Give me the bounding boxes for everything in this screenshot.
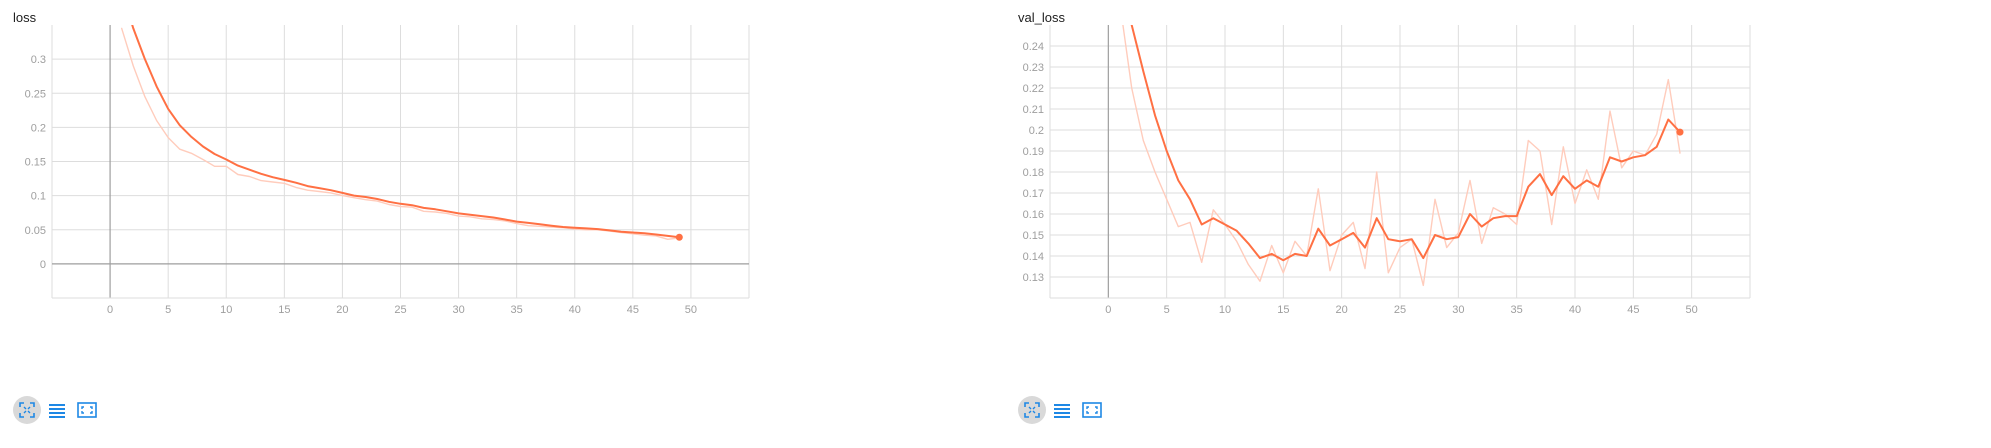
- x-tick-label: 15: [1277, 304, 1289, 316]
- y-tick-label: 0.2: [31, 122, 46, 134]
- last-point-marker: [675, 233, 683, 241]
- x-tick-label: 10: [220, 304, 232, 316]
- y-tick-label: 0.2: [1029, 125, 1044, 137]
- smoothed-series-line: [131, 25, 681, 239]
- x-tick-label: 35: [511, 304, 523, 316]
- x-tick-label: 0: [1105, 304, 1111, 316]
- y-tick-label: 0.17: [1023, 188, 1044, 200]
- raw-series-line: [1122, 25, 1681, 287]
- raw-series-line: [120, 27, 680, 241]
- x-tick-label: 0: [107, 304, 113, 316]
- y-tick-label: 0.16: [1023, 209, 1044, 221]
- y-tick-label: 0.13: [1023, 272, 1044, 284]
- x-tick-label: 5: [1164, 304, 1170, 316]
- chart-loss[interactable]: 0 5 10 15 20 25 30 35 40 45 50 0 0.05 0.1 0.15 0.2 0.25 0…: [0, 0, 1000, 390]
- x-tick-label: 30: [1452, 304, 1464, 316]
- data-table-button[interactable]: [1048, 396, 1076, 424]
- y-tick-label: 0.05: [25, 225, 46, 237]
- x-tick-label: 5: [165, 304, 171, 316]
- last-point-marker: [1676, 128, 1684, 136]
- y-tick-label: 0.19: [1023, 146, 1044, 158]
- y-tick-label: 0.25: [25, 88, 46, 100]
- chart-val-loss[interactable]: 0 5 10 15 20 25 30 35 40 45 50 0.13 0.14 0.15 0.16 0.17…: [1010, 0, 1991, 390]
- chart-toolbar: [1018, 396, 1108, 424]
- y-tick-label: 0.14: [1023, 251, 1044, 263]
- x-tick-label: 25: [1394, 304, 1406, 316]
- expand-button[interactable]: [1078, 396, 1106, 424]
- x-tick-label: 45: [627, 304, 639, 316]
- x-tick-label: 30: [452, 304, 464, 316]
- y-tick-label: 0.1: [31, 191, 46, 203]
- x-tick-label: 40: [1569, 304, 1581, 316]
- grid: [1049, 25, 1751, 298]
- chart-card-loss: loss 0 5 10 15 20 25 30 35 40 45 50 0 0.05 0.1 0.15 0.2…: [0, 0, 1000, 424]
- smoothed-series-line: [1130, 25, 1681, 262]
- fit-domain-icon: [19, 402, 35, 418]
- grid: [51, 25, 750, 298]
- data-table-icon: [49, 404, 65, 418]
- x-tick-label: 50: [1686, 304, 1698, 316]
- fit-domain-button[interactable]: [1018, 396, 1046, 424]
- series-group: [1122, 25, 1681, 287]
- chart-toolbar: [13, 396, 103, 424]
- y-tick-label: 0.23: [1023, 62, 1044, 74]
- x-tick-label: 10: [1219, 304, 1231, 316]
- y-tick-label: 0.18: [1023, 167, 1044, 179]
- chart-title: loss: [13, 10, 37, 25]
- x-tick-label: 15: [278, 304, 290, 316]
- expand-icon: [77, 402, 97, 418]
- fit-domain-button[interactable]: [13, 396, 41, 424]
- x-tick-label: 20: [336, 304, 348, 316]
- data-table-icon: [1054, 404, 1070, 418]
- y-tick-label: 0.15: [25, 157, 46, 169]
- x-tick-label: 40: [569, 304, 581, 316]
- x-tick-label: 35: [1511, 304, 1523, 316]
- axes: [1050, 25, 1750, 299]
- chart-card-val-loss: val_loss 0 5 10 15 20 25 30 35 40 45 50 0.13 0.14 0.1…: [1010, 0, 1991, 448]
- x-tick-label: 45: [1627, 304, 1639, 316]
- tick-labels: 0 5 10 15 20 25 30 35 40 45 50 0 0.05 0.1 0.15 0.2 0.25 0…: [25, 54, 697, 316]
- y-tick-label: 0: [40, 259, 46, 271]
- x-tick-label: 20: [1336, 304, 1348, 316]
- x-tick-label: 50: [685, 304, 697, 316]
- series-group: [120, 25, 681, 241]
- tick-labels: 0 5 10 15 20 25 30 35 40 45 50 0.13 0.14 0.15 0.16 0.17…: [1023, 41, 1698, 316]
- y-tick-label: 0.3: [31, 54, 46, 66]
- y-tick-label: 0.21: [1023, 104, 1044, 116]
- fit-domain-icon: [1024, 402, 1040, 418]
- axes: [52, 25, 749, 299]
- expand-icon: [1082, 402, 1102, 418]
- x-tick-label: 25: [394, 304, 406, 316]
- y-tick-label: 0.22: [1023, 83, 1044, 95]
- data-table-button[interactable]: [43, 396, 71, 424]
- y-tick-label: 0.24: [1023, 41, 1044, 53]
- expand-button[interactable]: [73, 396, 101, 424]
- chart-title: val_loss: [1018, 10, 1065, 25]
- y-tick-label: 0.15: [1023, 230, 1044, 242]
